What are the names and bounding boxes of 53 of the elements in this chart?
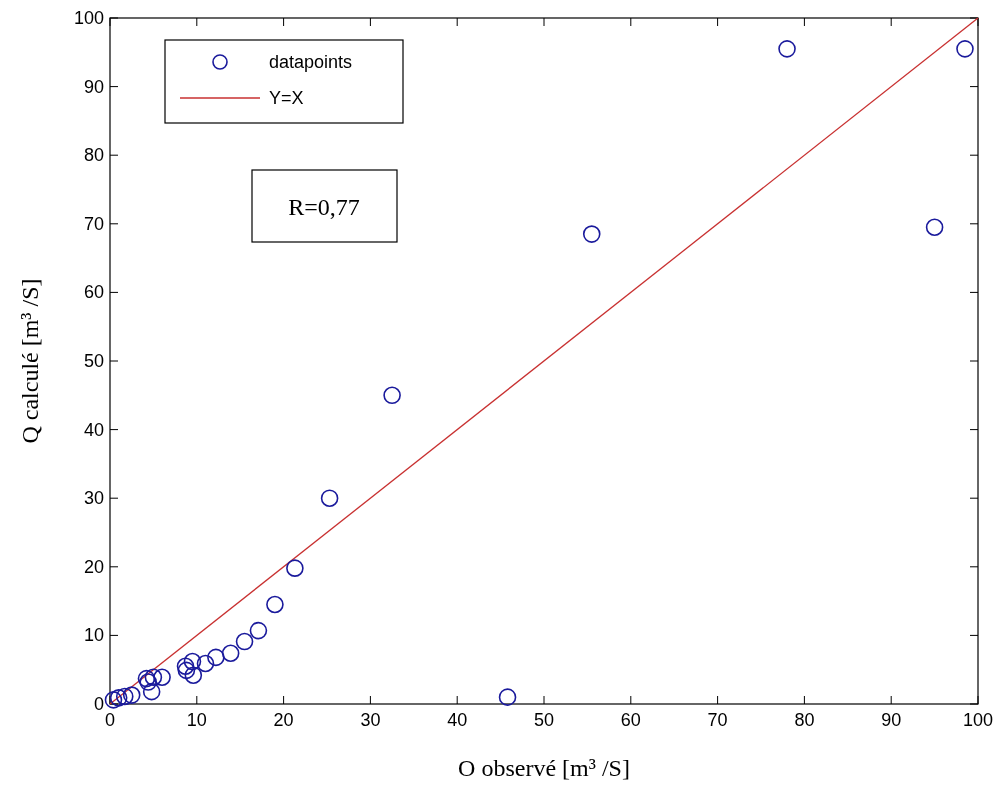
point [498,688,517,706]
y-tick-label: 80 [83,145,104,166]
annotation: R=0,77 [288,194,360,220]
point [176,657,195,676]
y-tick-label: 40 [83,419,104,440]
point [177,661,196,680]
point [109,689,128,707]
point [104,691,123,709]
point [221,644,240,663]
point [925,218,944,237]
x-tick-label: 30 [360,710,381,730]
y-axis-title: Q calculé [m³ /S] [17,278,43,444]
y-tick-label: 0 [93,694,104,714]
x-tick-label: 20 [273,710,294,730]
point [137,669,156,688]
point [266,595,284,614]
point [383,386,401,405]
x-axis-title: O observé [m³ /S] [458,755,630,781]
point [320,489,339,507]
y-tick-label: 90 [83,76,104,97]
point [184,666,203,684]
x-tick-label: 80 [794,710,815,730]
y-tick-label: 100 [73,8,104,28]
x-tick-label: 40 [447,710,468,730]
point [582,225,601,243]
x-tick-label: 60 [620,710,641,730]
y-tick-label: 70 [83,213,104,234]
point [142,682,161,701]
y-tick-label: 60 [83,282,104,303]
legend-label: Y=X [269,88,304,108]
y-tick-label: 30 [83,488,104,509]
legend-label: datapoints [269,52,353,72]
y-tick-label: 50 [83,351,104,371]
point [144,668,163,687]
point [139,673,157,691]
point [249,621,268,640]
point [153,668,171,687]
x-tick-label: 70 [707,710,728,730]
point [196,654,215,673]
y-tick-label: 10 [83,625,104,646]
y-tick-label: 20 [83,556,104,577]
x-tick-label: 50 [533,710,555,730]
x-tick-label: 100 [962,710,994,730]
point [183,652,202,671]
point [207,648,225,667]
point [286,559,304,577]
x-tick-label: 10 [186,710,207,730]
point [778,40,796,58]
point [122,686,141,704]
x-tick-label: 90 [881,710,902,730]
point [115,687,134,706]
point [956,40,974,58]
point [235,632,254,651]
